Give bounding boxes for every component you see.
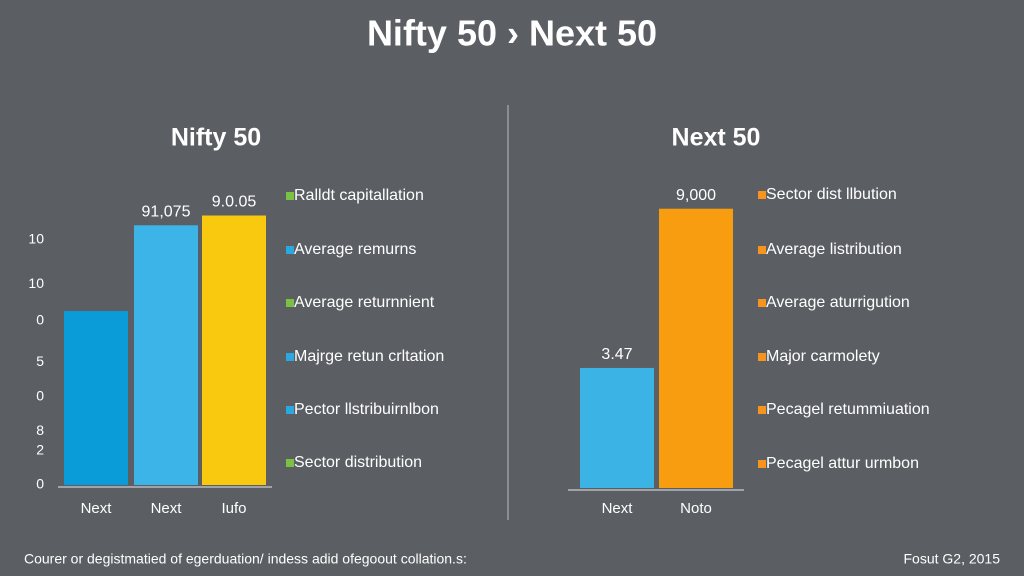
bar-annotation: 9.0.05 bbox=[212, 194, 257, 211]
legend-swatch bbox=[286, 192, 294, 200]
legend-label: Ralldt capitallation bbox=[294, 187, 424, 204]
y-tick-label: 10 bbox=[28, 231, 44, 247]
x-tick-label: Next bbox=[151, 500, 183, 517]
bar bbox=[134, 225, 198, 486]
y-tick-label: 0 bbox=[36, 312, 44, 328]
y-tick-label: 8 bbox=[36, 422, 44, 438]
y-tick-label: 0 bbox=[36, 476, 44, 492]
legend-label: Average returnnient bbox=[294, 294, 435, 311]
bar-annotation: 9,000 bbox=[676, 187, 716, 204]
y-tick-label: 10 bbox=[28, 275, 44, 291]
legend-swatch bbox=[758, 299, 766, 307]
y-tick-label: 0 bbox=[36, 388, 44, 404]
x-tick-label: Noto bbox=[680, 500, 712, 517]
date: Fosut G2, 2015 bbox=[903, 551, 1000, 567]
legend-swatch bbox=[286, 353, 294, 361]
legend-swatch bbox=[758, 460, 766, 468]
legend-label: Majrge retun crltation bbox=[294, 348, 444, 365]
legend-swatch bbox=[286, 406, 294, 414]
chart-title: Next 50 bbox=[672, 124, 761, 152]
legend-swatch bbox=[286, 299, 294, 307]
chart-title: Nifty 50 bbox=[171, 124, 261, 152]
bar bbox=[659, 208, 733, 488]
x-tick-label: Next bbox=[81, 500, 113, 517]
bar bbox=[580, 367, 654, 488]
bar-annotation: 91,075 bbox=[142, 204, 191, 221]
page-title: Nifty 50 › Next 50 bbox=[367, 13, 657, 54]
legend-label: Major carmolety bbox=[766, 348, 880, 365]
legend-swatch bbox=[758, 246, 766, 254]
x-tick-label: Next bbox=[602, 500, 634, 517]
legend-swatch bbox=[286, 246, 294, 254]
y-tick-label: 2 bbox=[36, 441, 44, 457]
legend-swatch bbox=[758, 191, 766, 199]
legend-label: Sector distribution bbox=[294, 454, 422, 471]
y-tick-label: 5 bbox=[36, 353, 44, 369]
bar bbox=[202, 215, 266, 485]
legend-swatch bbox=[758, 406, 766, 414]
legend-label: Average aturrigution bbox=[766, 294, 910, 311]
legend-label: Pecagel attur urmbon bbox=[766, 455, 919, 472]
legend-label: Pector llstribuirnlbon bbox=[294, 401, 439, 418]
footer: Courer or degistmatied of egerduation/ i… bbox=[24, 551, 467, 567]
legend-swatch bbox=[758, 353, 766, 361]
legend-label: Average remurns bbox=[294, 241, 416, 258]
bar bbox=[64, 311, 128, 485]
legend-label: Average listribution bbox=[766, 241, 902, 258]
legend-swatch bbox=[286, 459, 294, 467]
x-tick-label: Iufo bbox=[221, 500, 246, 517]
legend-label: Sector dist llbution bbox=[766, 186, 897, 203]
legend-label: Pecagel retummiuation bbox=[766, 401, 930, 418]
bar-annotation: 3.47 bbox=[601, 346, 632, 363]
